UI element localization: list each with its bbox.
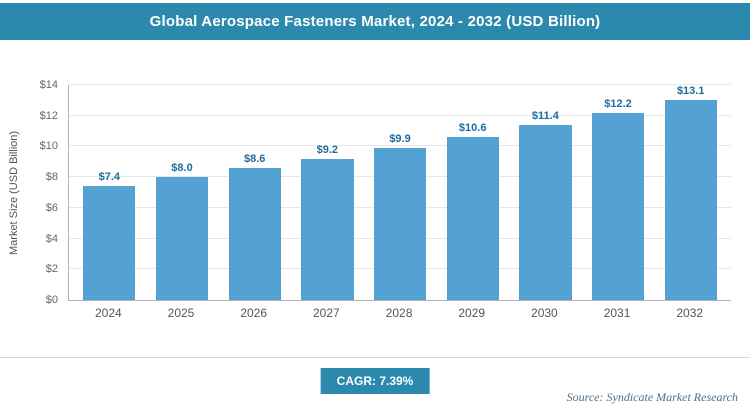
bar-value-label: $8.6	[243, 152, 266, 165]
bar-2026	[228, 167, 281, 300]
bar-value-label: $12.2	[604, 97, 632, 110]
bar-2030	[519, 124, 572, 300]
y-axis-ticks: $0 $2 $4 $6 $8 $10 $12 $14	[24, 79, 62, 306]
bar-value-label: $7.4	[98, 171, 121, 184]
bar-slot: $9.9	[364, 85, 437, 300]
chart-title: Global Aerospace Fasteners Market, 2024 …	[149, 13, 601, 30]
cagr-badge: CAGR: 7.39%	[320, 368, 430, 394]
bar-slot: $10.6	[436, 85, 509, 300]
x-tick-label: 2028	[385, 306, 413, 320]
x-tick-label: 2032	[676, 306, 704, 320]
gridline	[69, 114, 731, 116]
bar-value-label: $10.6	[458, 122, 487, 135]
x-tick-label: 2031	[603, 306, 631, 320]
bar-value-label: $9.9	[389, 132, 411, 145]
gridline	[69, 84, 731, 85]
x-tick-label: 2027	[313, 306, 340, 320]
bar-slot: $8.0	[146, 85, 219, 300]
chart-title-bar: Global Aerospace Fasteners Market, 2024 …	[0, 3, 750, 40]
y-tick-label: $8	[45, 171, 58, 184]
bar-slot: $7.4	[73, 85, 146, 300]
bar-slot: $9.2	[291, 85, 364, 300]
bar-2031	[591, 112, 645, 300]
bar-2027	[301, 158, 354, 300]
x-tick-label: 2029	[458, 306, 486, 320]
bar-2028	[373, 147, 427, 300]
y-tick-label: $14	[39, 79, 58, 91]
x-tick-label: 2026	[240, 306, 268, 320]
x-tick-label: 2024	[94, 306, 122, 320]
bar-2025	[155, 177, 209, 300]
bar-value-label: $11.4	[531, 109, 559, 122]
bar-2024	[83, 186, 136, 300]
footer-divider	[0, 357, 750, 358]
bar-value-label: $9.2	[316, 143, 339, 156]
y-tick-label: $2	[45, 263, 58, 276]
x-tick-label: 2030	[531, 306, 558, 320]
y-axis-title: Market Size (USD Billion)	[8, 130, 20, 255]
y-tick-label: $4	[45, 232, 58, 245]
bars-container: $7.4 $8.0 $8.6 $9.2 $9.9 $10.6 $11.4 $12.2 $13.1	[69, 85, 731, 300]
y-tick-label: $6	[45, 201, 58, 214]
bar-slot: $13.1	[654, 85, 727, 300]
y-tick-label: $10	[39, 140, 58, 153]
y-tick-label: $0	[45, 294, 58, 306]
bar-slot: $12.2	[582, 85, 655, 300]
bar-slot: $8.6	[218, 85, 291, 300]
plot-area: $7.4 $8.0 $8.6 $9.2 $9.9 $10.6 $11.4 $12.2 $13.1	[68, 84, 731, 301]
source-text: Source: Syndicate Market Research	[566, 390, 738, 404]
bar-slot: $11.4	[509, 85, 582, 300]
bar-value-label: $13.1	[676, 85, 705, 97]
x-tick-label: 2025	[167, 306, 195, 320]
gridline	[69, 145, 731, 147]
bar-2029	[446, 137, 499, 300]
bar-value-label: $8.0	[171, 162, 193, 175]
x-axis-labels: 2024 2025 2026 2027 2028 2029 2030 2031 2032	[68, 306, 730, 320]
bar-2032	[664, 100, 717, 300]
y-tick-label: $12	[39, 109, 58, 122]
